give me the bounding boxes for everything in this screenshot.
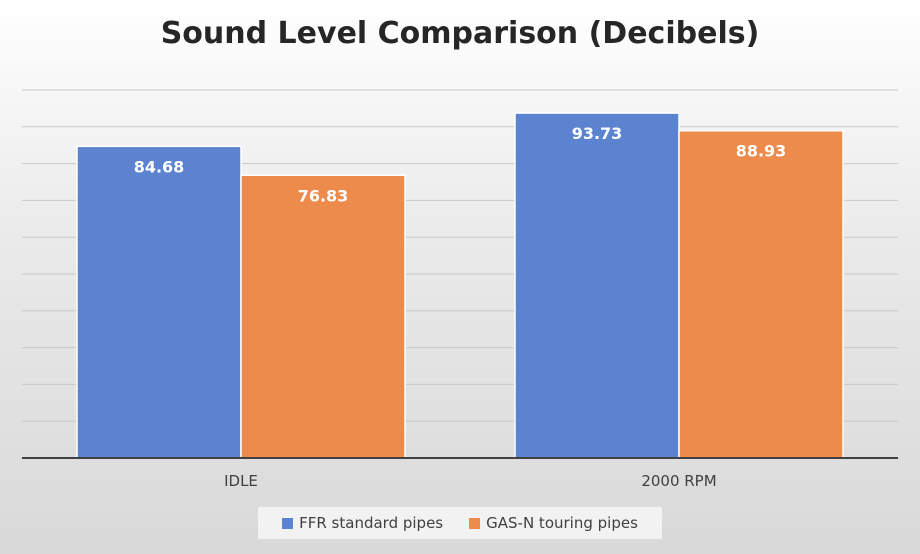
legend-entry-gasn: GAS-N touring pipes: [469, 514, 638, 532]
bar: [514, 112, 680, 459]
bar: [678, 129, 844, 459]
bar: [76, 145, 242, 459]
bar: [240, 174, 406, 459]
x-tick-label: IDLE: [224, 472, 258, 490]
chart-title: Sound Level Comparison (Decibels): [160, 16, 760, 51]
data-label: 76.83: [298, 186, 349, 205]
x-tick-label: 2000 RPM: [641, 472, 716, 490]
data-label: 88.93: [736, 142, 787, 161]
legend: FFR standard pipes GAS-N touring pipes: [258, 507, 662, 539]
legend-swatch-gasn: [469, 517, 481, 529]
data-label: 84.68: [134, 157, 185, 176]
legend-entry-ffr: FFR standard pipes: [282, 514, 443, 532]
legend-label-gasn: GAS-N touring pipes: [486, 514, 638, 532]
legend-swatch-ffr: [282, 517, 294, 529]
data-label: 93.73: [572, 124, 623, 143]
legend-label-ffr: FFR standard pipes: [299, 514, 444, 532]
